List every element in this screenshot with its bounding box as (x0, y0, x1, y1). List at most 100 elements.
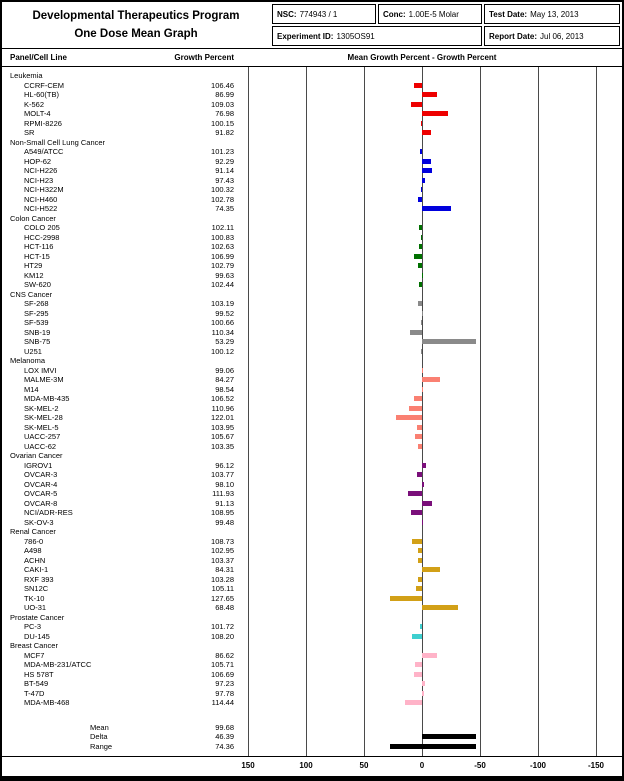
growth-bar (422, 177, 425, 183)
bar-area (234, 732, 622, 742)
nsc-box: NSC: 774943 / 1 (272, 4, 376, 24)
cell-line-row: OVCAR-4 98.10 (2, 480, 622, 490)
report-date-box: Report Date: Jul 06, 2013 (484, 26, 620, 46)
bar-area (234, 261, 622, 271)
bar-area (234, 670, 622, 680)
bar-area (234, 328, 622, 338)
cell-line-name: MDA-MB-231/ATCC (24, 660, 92, 670)
panel-header-row: Breast Cancer (2, 641, 622, 651)
cell-line-row: HCC-2998 100.83 (2, 233, 622, 243)
cell-line-name: NCI-H460 (24, 194, 58, 204)
growth-bar (422, 681, 425, 687)
cell-line-name: DU-145 (24, 631, 50, 641)
cell-line-name: TK-10 (24, 593, 45, 603)
cell-line-row: CAKI-1 84.31 (2, 565, 622, 575)
cell-line-row: SK-MEL-5 103.95 (2, 423, 622, 433)
bar-area (234, 81, 622, 91)
cell-line-row: OVCAR-3 103.77 (2, 470, 622, 480)
growth-percent-value: 122.01 (211, 413, 234, 423)
cell-line-name: CCRF-CEM (24, 80, 64, 90)
growth-bar (413, 253, 422, 259)
bar-area (234, 518, 622, 528)
bar-area (234, 622, 622, 632)
bar-area (234, 413, 622, 423)
summary-spacer (2, 708, 622, 723)
growth-bar (389, 743, 476, 749)
cell-line-name: SR (24, 128, 35, 138)
growth-bar (422, 690, 425, 696)
growth-bar (422, 386, 424, 392)
cell-line-name: SNB-19 (24, 327, 51, 337)
panel-header-row: Melanoma (2, 356, 622, 366)
bar-area (234, 157, 622, 167)
cell-line-row: MDA-MB-231/ATCC 105.71 (2, 660, 622, 670)
cell-line-name: NCI-H226 (24, 166, 58, 176)
growth-bar (418, 548, 422, 554)
mean-graph-chart: Leukemia CCRF-CEM 106.46 HL-60(TB) 86.99 K-56… (2, 67, 622, 756)
growth-percent-value: 103.95 (211, 422, 234, 432)
cell-line-row: CCRF-CEM 106.46 (2, 81, 622, 91)
growth-percent-value: 105.71 (211, 660, 234, 670)
bar-area (234, 442, 622, 452)
panel-name: Leukemia (10, 71, 43, 81)
growth-bar (418, 263, 422, 269)
bar-area (234, 698, 622, 708)
cell-line-name: OVCAR-3 (24, 470, 58, 480)
growth-percent-value: 109.03 (211, 99, 234, 109)
growth-percent-value: 100.12 (211, 346, 234, 356)
growth-percent-value: 103.28 (211, 574, 234, 584)
growth-percent-value: 102.44 (211, 280, 234, 290)
cell-line-row: SR 91.82 (2, 128, 622, 138)
growth-bar (422, 377, 440, 383)
cell-line-row: IGROV1 96.12 (2, 461, 622, 471)
conc-value: 1.00E-5 Molar (408, 9, 459, 19)
growth-percent-value: 98.10 (215, 479, 234, 489)
growth-percent-value: 99.48 (215, 517, 234, 527)
bar-area (234, 584, 622, 594)
growth-percent-value: 102.95 (211, 546, 234, 556)
cell-line-row: SF-295 99.52 (2, 309, 622, 319)
cell-line-row: NCI/ADR-RES 108.95 (2, 508, 622, 518)
summary-row: Delta 46.39 (2, 732, 622, 742)
bar-area (234, 394, 622, 404)
bar-area (234, 252, 622, 262)
bar-area (234, 223, 622, 233)
cell-line-row: M14 98.54 (2, 385, 622, 395)
experiment-id-box: Experiment ID: 1305OS91 (272, 26, 482, 46)
bar-area (234, 489, 622, 499)
cell-line-row: MALME-3M 84.27 (2, 375, 622, 385)
growth-percent-value: 92.29 (215, 156, 234, 166)
cell-line-name: PC-3 (24, 622, 42, 632)
experiment-id-value: 1305OS91 (336, 31, 375, 41)
growth-bar (422, 111, 449, 117)
summary-row: Mean 99.68 (2, 723, 622, 733)
growth-percent-value: 102.79 (211, 261, 234, 271)
growth-percent-value: 100.15 (211, 118, 234, 128)
cell-line-name: RXF 393 (24, 574, 54, 584)
cell-line-name: HS 578T (24, 669, 54, 679)
growth-bar (417, 424, 422, 430)
summary-label: Range (90, 741, 113, 751)
growth-bar (417, 576, 422, 582)
bar-area (234, 660, 622, 670)
cell-line-name: OVCAR-8 (24, 498, 58, 508)
cell-line-row: LOX IMVI 99.06 (2, 366, 622, 376)
cell-line-row: TK-10 127.65 (2, 594, 622, 604)
panel-name: Non-Small Cell Lung Cancer (10, 137, 106, 147)
report-title: Developmental Therapeutics Program (32, 10, 240, 22)
bar-area (234, 71, 622, 81)
growth-bar (422, 734, 476, 740)
panel-header-row: Non-Small Cell Lung Cancer (2, 138, 622, 148)
cell-line-name: NCI/ADR-RES (24, 508, 73, 518)
panel-name: CNS Cancer (10, 289, 53, 299)
cell-line-name: MCF7 (24, 650, 45, 660)
growth-bar (422, 462, 427, 468)
cell-line-name: MOLT-4 (24, 109, 51, 119)
cell-line-row: HOP-62 92.29 (2, 157, 622, 167)
bar-area (234, 432, 622, 442)
axis-tick-label: -150 (587, 761, 604, 770)
bar-area (234, 679, 622, 689)
bar-area (234, 100, 622, 110)
cell-line-name: OVCAR-5 (24, 489, 58, 499)
gridline (422, 67, 423, 756)
